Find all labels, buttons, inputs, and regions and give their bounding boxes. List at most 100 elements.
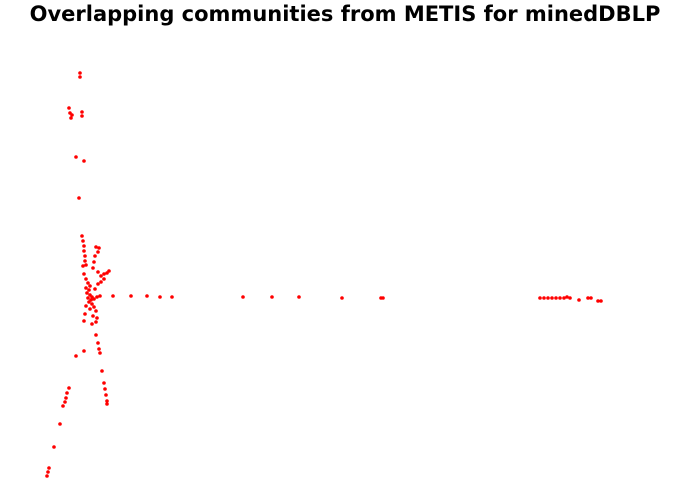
scatter-point [84,304,88,308]
chart-title: Overlapping communities from METIS for m… [29,2,661,26]
scatter-point [83,254,87,258]
scatter-point [47,466,51,470]
scatter-point [111,294,115,298]
scatter-point [74,155,78,159]
scatter-point [577,298,581,302]
scatter-point [97,246,101,250]
scatter-point [81,264,85,268]
scatter-point [96,270,100,274]
scatter-point [80,234,84,238]
scatter-point [78,71,82,75]
scatter-point [589,296,593,300]
scatter-point [129,294,133,298]
scatter-point [96,250,100,254]
scatter-point [94,320,98,324]
scatter-point [381,296,385,300]
scatter-point [58,422,62,426]
scatter-point [596,299,600,303]
scatter-point [94,245,98,249]
scatter-point [568,296,572,300]
scatter-point [554,296,558,300]
scatter-point [84,263,88,267]
scatter-point [84,286,88,290]
scatter-point [241,295,245,299]
scatter-point [82,349,86,353]
scatter-point [86,296,90,300]
scatter-point [565,295,569,299]
scatter-point [88,284,92,288]
scatter-point [65,391,69,395]
scatter-point [77,196,81,200]
scatter-point [92,260,96,264]
scatter-point [63,400,67,404]
scatter-point [107,269,111,273]
scatter-point [52,445,56,449]
scatter-point [562,296,566,300]
scatter-point [105,399,109,403]
scatter-point [94,333,98,337]
scatter-point [99,274,103,278]
scatter-point [599,299,603,303]
scatter-point [88,307,92,311]
scatter-point [87,288,91,292]
scatter-point [158,295,162,299]
scatter-point [61,404,65,408]
scatter-point [85,291,89,295]
scatter-point [67,106,71,110]
scatter-point [95,316,99,320]
scatter-point [82,244,86,248]
scatter-point [103,387,107,391]
scatter-point [297,295,301,299]
scatter-point [95,295,99,299]
scatter-point [102,272,106,276]
scatter-point [170,295,174,299]
scatter-point [84,277,88,281]
scatter-point [92,297,96,301]
scatter-point [94,309,98,313]
scatter-point [83,312,87,316]
scatter-point [542,296,546,300]
scatter-point [98,351,102,355]
scatter-point [538,296,542,300]
scatter-point [93,287,97,291]
scatter-point [45,474,49,478]
scatter-point [96,341,100,345]
scatter-point [87,300,91,304]
scatter-point [90,302,94,306]
scatter-point [98,294,102,298]
scatter-point [74,354,78,358]
scatter-point [82,159,86,163]
scatter-point [100,369,104,373]
scatter-point [90,322,94,326]
scatter-point [102,277,106,281]
scatter-point [270,295,274,299]
scatter-point [104,393,108,397]
scatter-point [97,347,101,351]
scatter-point [92,305,96,309]
scatter-point [96,282,100,286]
scatter-point [91,266,95,270]
scatter-point [82,272,86,276]
scatter-point [546,296,550,300]
scatter-point [86,281,90,285]
scatter-point [78,75,82,79]
scatter-point [80,114,84,118]
scatter-point [102,381,106,385]
scatter-point [99,280,103,284]
scatter-point [550,296,554,300]
scatter-point [145,294,149,298]
scatter-point [70,113,74,117]
scatter-point [93,254,97,258]
scatter-point [69,116,73,120]
scatter-point [82,249,86,253]
scatter-point [558,296,562,300]
scatter-point [46,470,50,474]
scatter-point [586,296,590,300]
scatter-point [91,314,95,318]
scatter-point [67,386,71,390]
scatter-point [83,259,87,263]
scatter-point [81,239,85,243]
scatter-point [340,296,344,300]
